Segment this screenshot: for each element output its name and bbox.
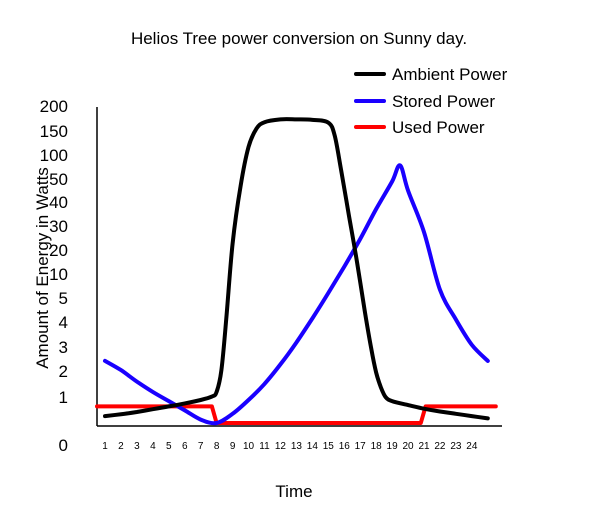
x-tick-label: 16 — [339, 441, 351, 452]
x-tick-label: 14 — [307, 441, 319, 452]
x-tick-label: 8 — [214, 441, 220, 452]
y-tick-label: 200 — [40, 97, 68, 116]
x-tick-label: 13 — [291, 441, 303, 452]
x-tick-label: 22 — [434, 441, 446, 452]
x-tick-label: 7 — [198, 441, 204, 452]
y-tick-label: 100 — [40, 146, 68, 165]
x-tick-label: 18 — [371, 441, 383, 452]
x-tick-label: 21 — [418, 441, 430, 452]
legend-label-stored-power: Stored Power — [392, 92, 495, 111]
y-tick-label: 150 — [40, 122, 68, 141]
x-tick-label: 10 — [243, 441, 255, 452]
x-tick-label: 15 — [323, 441, 335, 452]
y-tick-label: 3 — [59, 338, 68, 357]
x-tick-label: 20 — [402, 441, 414, 452]
y-axis-label: Amount of Energy in Watts — [33, 167, 52, 369]
x-tick-label: 1 — [102, 441, 108, 452]
x-axis-label: Time — [275, 482, 312, 501]
series-line-ambient-power — [103, 117, 490, 421]
x-tick-label: 17 — [355, 441, 367, 452]
y-tick-label: 30 — [49, 217, 68, 236]
y-tick-labels: 0 1 2 3 4 5 10 20 30 40 50 100 150 200 — [40, 97, 68, 455]
x-tick-label: 6 — [182, 441, 188, 452]
x-tick-label: 12 — [275, 441, 287, 452]
x-tick-label: 5 — [166, 441, 172, 452]
y-tick-label: 40 — [49, 193, 68, 212]
series-lines — [95, 117, 498, 426]
y-tick-label: 50 — [49, 170, 68, 189]
legend-label-ambient-power: Ambient Power — [392, 65, 508, 84]
y-tick-label: 10 — [49, 265, 68, 284]
x-tick-label: 23 — [450, 441, 462, 452]
x-tick-label: 2 — [118, 441, 124, 452]
y-tick-label: 1 — [59, 388, 68, 407]
x-tick-label: 4 — [150, 441, 156, 452]
x-tick-labels: 1 2 3 4 5 6 7 8 9 10 11 12 13 14 15 16 17 18 19 20 21 22 23 24 — [102, 441, 478, 452]
y-tick-label: 20 — [49, 241, 68, 260]
legend: Ambient Power Stored Power Used Power — [354, 65, 508, 137]
y-tick-label: 5 — [59, 289, 68, 308]
x-tick-label: 19 — [387, 441, 399, 452]
x-tick-label: 11 — [259, 441, 270, 452]
x-tick-label: 3 — [134, 441, 140, 452]
y-tick-label: 0 — [59, 436, 68, 455]
legend-label-used-power: Used Power — [392, 118, 485, 137]
x-tick-label: 9 — [230, 441, 236, 452]
y-tick-label: 4 — [59, 313, 68, 332]
series-line-stored-power — [103, 163, 490, 426]
chart-title: Helios Tree power conversion on Sunny da… — [131, 29, 467, 48]
x-tick-label: 24 — [466, 441, 478, 452]
y-tick-label: 2 — [59, 362, 68, 381]
